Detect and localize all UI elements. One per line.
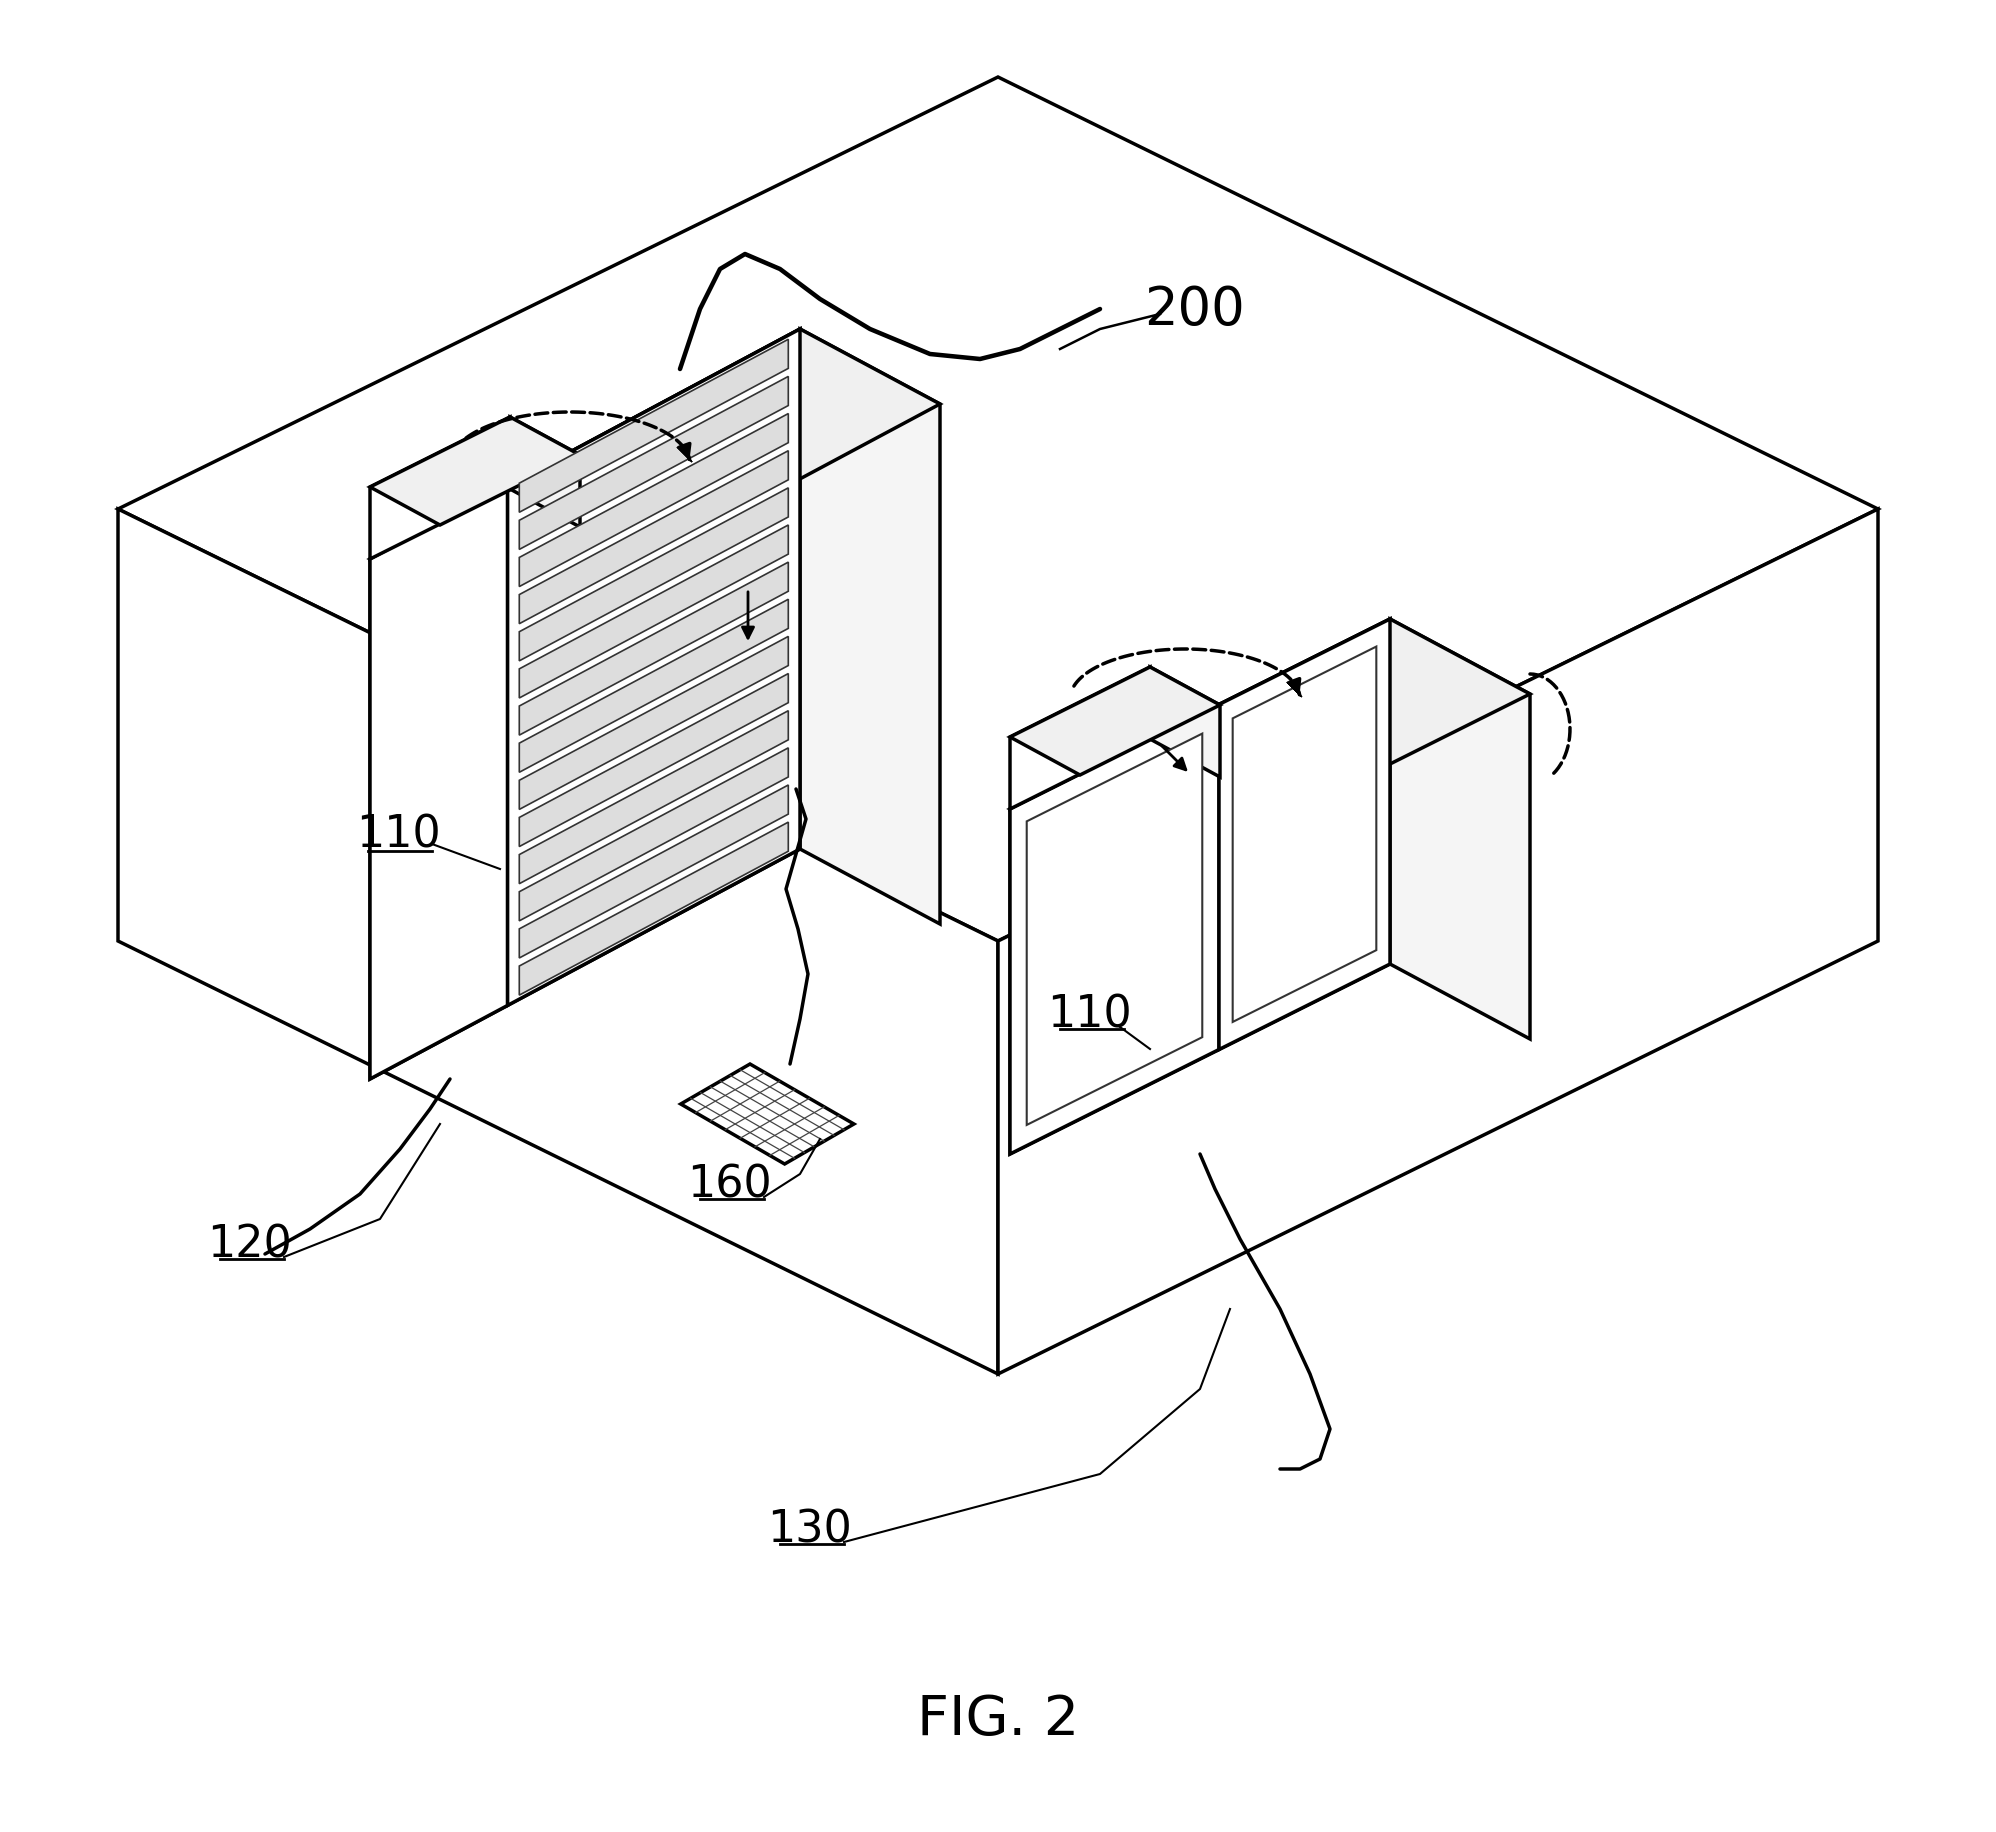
Polygon shape	[1010, 619, 1389, 1154]
Polygon shape	[1287, 683, 1301, 698]
Polygon shape	[519, 526, 788, 698]
Text: 110: 110	[355, 813, 441, 856]
Polygon shape	[1220, 619, 1389, 1050]
Polygon shape	[1010, 667, 1220, 775]
Text: 200: 200	[1144, 284, 1246, 335]
Polygon shape	[1150, 667, 1220, 777]
Polygon shape	[677, 447, 693, 463]
Polygon shape	[118, 509, 998, 1374]
Polygon shape	[1389, 619, 1531, 1039]
Polygon shape	[519, 599, 788, 773]
Text: 120: 120	[208, 1222, 293, 1266]
Polygon shape	[519, 451, 788, 625]
Polygon shape	[519, 823, 788, 995]
Polygon shape	[1234, 647, 1377, 1022]
Polygon shape	[519, 749, 788, 921]
Polygon shape	[369, 485, 507, 1079]
Polygon shape	[1026, 735, 1202, 1125]
Polygon shape	[507, 330, 800, 1006]
Polygon shape	[1010, 705, 1220, 1154]
Text: 160: 160	[689, 1163, 772, 1205]
Polygon shape	[519, 674, 788, 846]
Text: FIG. 2: FIG. 2	[916, 1693, 1080, 1746]
Polygon shape	[519, 562, 788, 736]
Polygon shape	[519, 786, 788, 958]
Polygon shape	[369, 330, 800, 1079]
Polygon shape	[369, 418, 581, 526]
Polygon shape	[800, 330, 940, 925]
Polygon shape	[1010, 619, 1531, 885]
Text: 130: 130	[768, 1508, 852, 1550]
Polygon shape	[519, 414, 788, 588]
Polygon shape	[369, 418, 511, 561]
Polygon shape	[519, 711, 788, 885]
Polygon shape	[681, 1064, 854, 1165]
Polygon shape	[118, 79, 1878, 942]
Polygon shape	[519, 489, 788, 661]
Text: 110: 110	[1048, 993, 1132, 1035]
Polygon shape	[519, 341, 788, 513]
Polygon shape	[511, 418, 581, 528]
Polygon shape	[519, 638, 788, 810]
Polygon shape	[998, 509, 1878, 1374]
Polygon shape	[1010, 667, 1150, 810]
Polygon shape	[519, 377, 788, 550]
Polygon shape	[369, 330, 940, 634]
